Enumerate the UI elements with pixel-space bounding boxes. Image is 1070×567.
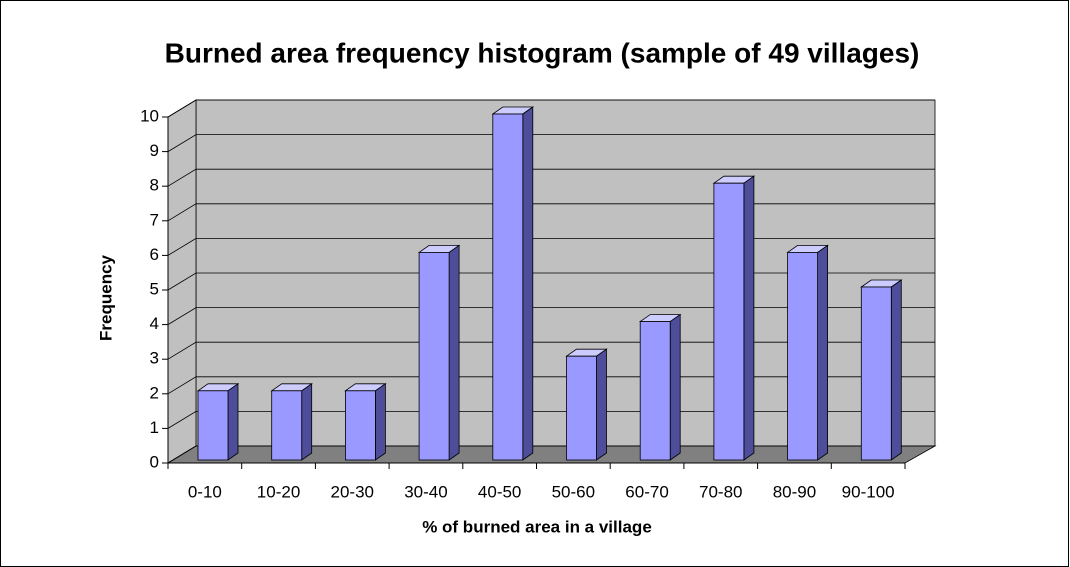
y-tick-label: 6 bbox=[150, 245, 159, 264]
bar-front bbox=[860, 286, 892, 461]
grid-line bbox=[167, 134, 935, 152]
x-tick-label: 80-90 bbox=[773, 482, 816, 501]
grid-line bbox=[167, 237, 935, 256]
x-tick-label: 40-50 bbox=[478, 482, 521, 501]
x-axis-title: % of burned area in a village bbox=[422, 517, 652, 536]
grid-line bbox=[167, 341, 935, 360]
x-tick-label: 50-60 bbox=[552, 482, 595, 501]
bar bbox=[638, 313, 682, 461]
grid-line bbox=[167, 168, 935, 187]
y-tick-label: 0 bbox=[150, 452, 159, 471]
grid-line bbox=[167, 203, 935, 222]
y-tick-label: 7 bbox=[150, 210, 159, 229]
bar bbox=[712, 175, 756, 461]
y-tick-label: 4 bbox=[150, 314, 159, 333]
bar-front bbox=[639, 321, 671, 461]
bar-side bbox=[522, 106, 534, 461]
bar-side bbox=[374, 383, 386, 461]
chart-title: Burned area frequency histogram (sample … bbox=[165, 37, 920, 68]
x-tick-label: 0-10 bbox=[188, 482, 222, 501]
bar-side bbox=[596, 348, 607, 461]
y-tick-label: 5 bbox=[150, 279, 159, 298]
y-tick-label: 9 bbox=[150, 141, 159, 160]
bar-side bbox=[817, 244, 828, 461]
bar-front bbox=[566, 355, 597, 461]
bar-front bbox=[344, 390, 376, 461]
grid-line bbox=[167, 410, 935, 429]
bar bbox=[491, 106, 535, 461]
grid-line bbox=[167, 307, 935, 325]
y-tick-label: 10 bbox=[140, 106, 159, 125]
bar bbox=[786, 244, 829, 461]
grid-line bbox=[167, 445, 935, 464]
grid-line bbox=[167, 272, 935, 291]
bar bbox=[344, 383, 387, 461]
y-tick-label: 2 bbox=[150, 383, 159, 402]
x-tick-label: 90-100 bbox=[842, 482, 895, 501]
y-tick-label: 1 bbox=[150, 418, 159, 437]
bar bbox=[270, 383, 313, 461]
bar-front bbox=[197, 390, 229, 461]
x-tick-label: 10-20 bbox=[257, 482, 300, 501]
bar-front bbox=[271, 390, 303, 461]
bar bbox=[196, 383, 240, 461]
bar-side bbox=[890, 279, 902, 461]
y-tick-label: 8 bbox=[150, 176, 159, 195]
bar-side bbox=[743, 175, 755, 461]
grid-line bbox=[167, 376, 935, 395]
bar-front bbox=[492, 113, 524, 461]
bar bbox=[860, 279, 903, 461]
x-tick-label: 70-80 bbox=[699, 482, 742, 501]
bar-front bbox=[418, 251, 450, 461]
bar-front bbox=[787, 251, 818, 461]
bar bbox=[565, 348, 608, 461]
bar-side bbox=[227, 383, 239, 461]
y-tick-label: 3 bbox=[150, 349, 159, 368]
bar bbox=[417, 244, 461, 461]
bar-side bbox=[669, 313, 681, 461]
x-tick-label: 60-70 bbox=[625, 482, 668, 501]
x-tick-label: 30-40 bbox=[404, 482, 447, 501]
bar-side bbox=[448, 244, 460, 461]
bar-side bbox=[301, 383, 313, 461]
grid-line bbox=[167, 99, 935, 118]
x-tick-label: 20-30 bbox=[331, 482, 374, 501]
bar-front bbox=[713, 182, 745, 461]
y-axis-title: Frequency bbox=[96, 254, 115, 341]
